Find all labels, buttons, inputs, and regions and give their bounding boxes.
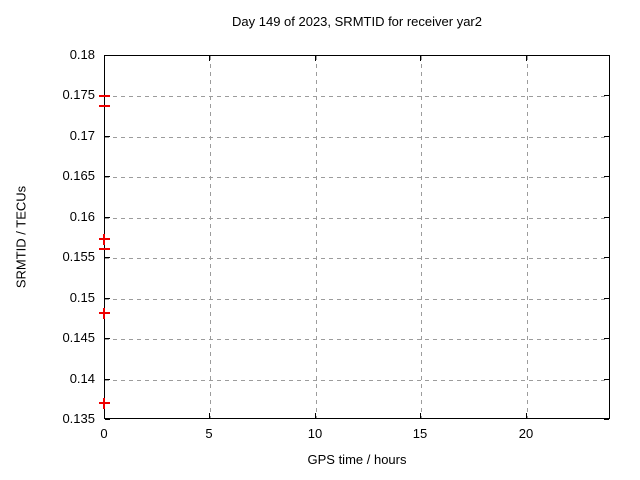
y-gridline: [105, 96, 609, 98]
y-tick-mark: [105, 257, 110, 258]
x-tick-label: 10: [307, 426, 323, 441]
x-tick-mark: [526, 56, 527, 61]
marker-horizontal-bar: [99, 95, 110, 97]
y-tick-mark: [604, 257, 609, 258]
x-gridline: [315, 56, 317, 418]
plot-area: [104, 55, 610, 419]
x-tick-mark: [526, 413, 527, 418]
x-tick-label: 0: [100, 426, 108, 441]
y-tick-label: 0.16: [69, 209, 95, 224]
y-tick-mark: [105, 419, 110, 420]
y-gridline: [105, 217, 609, 219]
y-tick-label: 0.17: [69, 128, 95, 143]
marker-vertical-bar: [103, 234, 105, 245]
x-gridline: [421, 56, 423, 418]
y-gridline: [105, 177, 609, 179]
y-tick-mark: [604, 379, 609, 380]
marker-horizontal-bar: [99, 105, 110, 107]
chart-title: Day 149 of 2023, SRMTID for receiver yar…: [232, 14, 482, 29]
y-tick-mark: [105, 217, 110, 218]
x-axis-label: GPS time / hours: [307, 452, 407, 467]
y-tick-label: 0.175: [62, 87, 95, 102]
y-tick-mark: [604, 176, 609, 177]
y-tick-label: 0.155: [62, 249, 95, 264]
y-tick-label: 0.14: [69, 371, 95, 386]
y-axis-label: SRMTID / TECUs: [13, 185, 29, 289]
y-gridline: [105, 258, 609, 260]
y-gridline: [105, 379, 609, 381]
x-gridline: [526, 56, 528, 418]
x-tick-mark: [104, 413, 105, 418]
y-tick-mark: [604, 55, 609, 56]
y-gridline: [105, 298, 609, 300]
y-tick-mark: [105, 298, 110, 299]
x-tick-label: 20: [518, 426, 534, 441]
y-tick-mark: [105, 379, 110, 380]
marker-vertical-bar: [103, 308, 105, 319]
y-tick-mark: [604, 338, 609, 339]
marker-horizontal-bar: [99, 248, 110, 250]
y-tick-label: 0.135: [62, 411, 95, 426]
y-tick-mark: [604, 217, 609, 218]
marker-vertical-bar: [103, 398, 105, 409]
y-tick-label: 0.165: [62, 168, 95, 183]
y-tick-mark: [604, 136, 609, 137]
x-tick-label: 5: [205, 426, 213, 441]
y-tick-mark: [105, 55, 110, 56]
y-gridline: [105, 136, 609, 138]
x-tick-mark: [209, 413, 210, 418]
x-tick-label: 15: [412, 426, 428, 441]
x-tick-mark: [315, 56, 316, 61]
y-tick-label: 0.15: [69, 290, 95, 305]
y-tick-mark: [105, 176, 110, 177]
x-gridline: [210, 56, 212, 418]
x-tick-mark: [209, 56, 210, 61]
y-gridline: [105, 339, 609, 341]
y-tick-mark: [105, 136, 110, 137]
y-tick-label: 0.18: [69, 47, 95, 62]
x-tick-mark: [420, 56, 421, 61]
y-tick-mark: [604, 95, 609, 96]
x-tick-mark: [420, 413, 421, 418]
y-tick-mark: [604, 298, 609, 299]
y-tick-mark: [105, 338, 110, 339]
x-tick-mark: [315, 413, 316, 418]
y-tick-mark: [604, 419, 609, 420]
y-tick-label: 0.145: [62, 330, 95, 345]
x-tick-mark: [104, 56, 105, 61]
